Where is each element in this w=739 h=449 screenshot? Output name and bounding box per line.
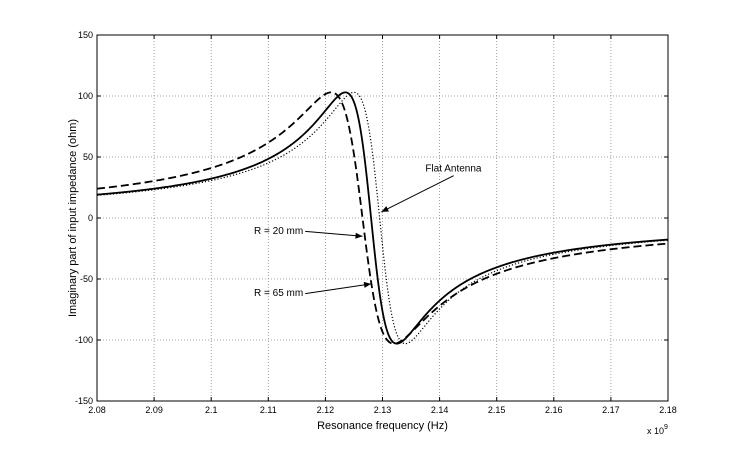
x-axis-multiplier-base: x 10 — [647, 426, 664, 436]
x-tick-label: 2.1 — [205, 405, 218, 415]
annotation-label: R = 20 mm — [254, 226, 303, 237]
x-tick-label: 2.12 — [317, 405, 335, 415]
x-axis-label: Resonance frequency (Hz) — [317, 420, 448, 432]
x-tick-label: 2.09 — [145, 405, 163, 415]
x-tick-label: 2.13 — [374, 405, 392, 415]
x-tick-label: 2.15 — [488, 405, 506, 415]
annotation-arrow-shaft — [305, 230, 363, 237]
series-group — [96, 91, 669, 345]
series-line — [96, 91, 669, 345]
x-axis-multiplier: x 109 — [647, 424, 668, 436]
annotation-arrow-head — [363, 281, 372, 288]
x-tick-label: 2.18 — [659, 405, 677, 415]
annotation-arrow-head — [355, 232, 363, 239]
y-tick-label: -150 — [75, 396, 93, 406]
x-axis-multiplier-exponent: 9 — [664, 424, 668, 431]
x-tick-label: 2.11 — [260, 405, 277, 415]
annotation-label: R = 65 mm — [254, 288, 303, 299]
grid — [97, 35, 668, 401]
y-tick-label: -50 — [80, 274, 93, 284]
y-axis-ticks: -150 -100 -50 0 50 100 150 — [75, 30, 668, 406]
x-tick-label: 2.08 — [88, 405, 106, 415]
y-axis-label: Imaginary part of input impedance (ohm) — [67, 119, 79, 317]
x-axis-ticks: 2.08 2.09 2.1 2.11 2.12 2.13 2.14 2.15 2.16 2.17 2… — [88, 35, 677, 415]
y-tick-label: -100 — [75, 335, 93, 345]
annotations: Flat Antenna R = 20 mm R = 65 mm — [254, 164, 482, 299]
annotation-arrow-head — [381, 206, 389, 212]
x-tick-label: 2.16 — [545, 405, 563, 415]
annotation-label: Flat Antenna — [425, 164, 482, 175]
y-tick-label: 150 — [78, 30, 93, 40]
x-tick-label: 2.17 — [602, 405, 620, 415]
y-tick-label: 50 — [83, 152, 93, 162]
annotation-arrow-shaft — [381, 175, 454, 213]
y-tick-label: 100 — [78, 91, 93, 101]
series-line — [96, 91, 669, 345]
y-tick-label: 0 — [88, 213, 93, 223]
x-tick-label: 2.14 — [431, 405, 449, 415]
annotation-arrow-shaft — [305, 283, 372, 295]
